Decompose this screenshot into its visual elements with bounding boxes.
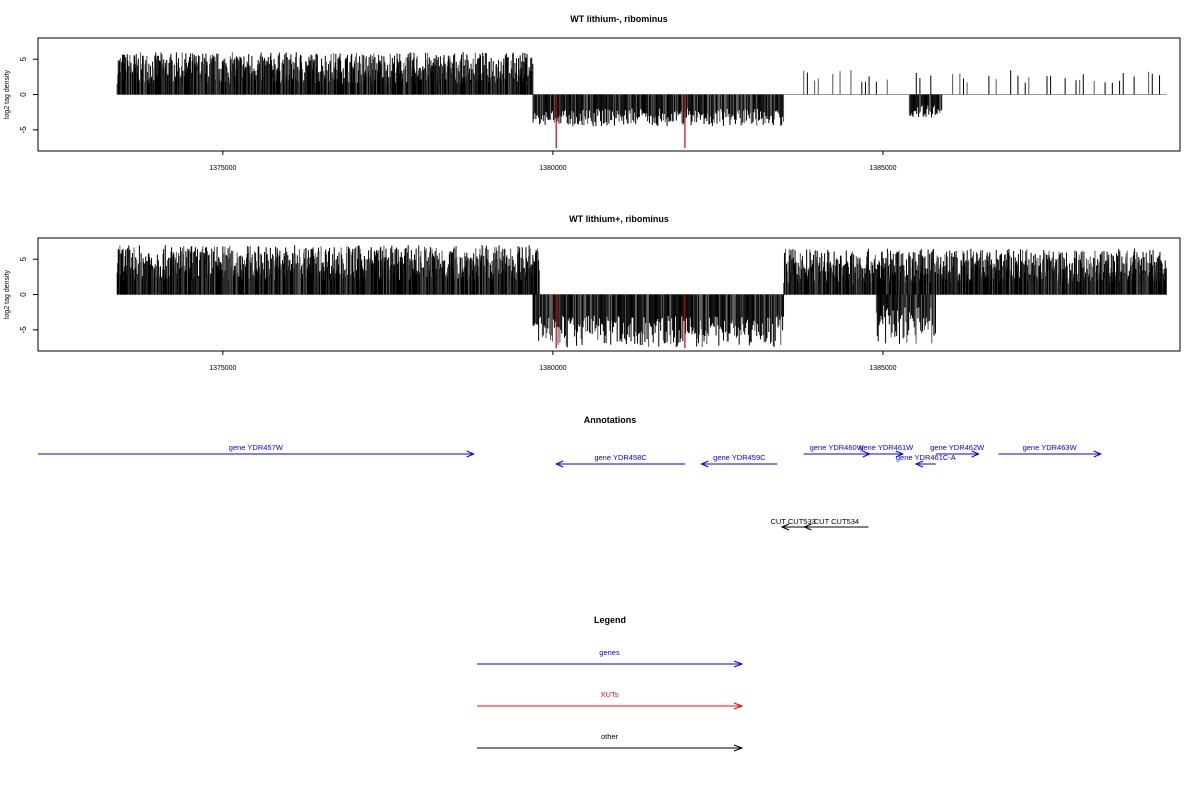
legend-arrow-head: [733, 702, 744, 710]
x-axis: 1375000 1380000 1385000: [209, 351, 897, 372]
x-tick-label: 1385000: [869, 365, 896, 372]
cut-arrow: CUT CUT534: [803, 517, 869, 531]
legend-item: XUTs: [477, 690, 744, 710]
arrow-head: [971, 450, 980, 458]
legend-title: Legend: [594, 615, 626, 625]
annotations-panel: Annotations gene YDR457W gene YDR458C gene…: [38, 415, 1103, 531]
arrow-head: [914, 460, 924, 468]
legend-label: genes: [599, 648, 620, 657]
legend-arrow-head: [733, 660, 744, 668]
gene-label: gene YDR460W: [810, 443, 865, 452]
gene-arrow: gene YDR459C: [700, 453, 778, 468]
gene-arrow: gene YDR457W: [38, 443, 475, 458]
x-tick-label: 1375000: [209, 165, 236, 172]
arrow-head: [554, 460, 564, 468]
arrow-head: [803, 523, 812, 531]
y-axis-label: log2 tag density: [4, 269, 11, 319]
bar-series: [116, 52, 1161, 127]
track-panel-lithium-plus: WT lithium+, ribominus -5 0 5 log2 tag densi…: [4, 214, 1181, 372]
chart-title: WT lithium-, ribominus: [570, 14, 668, 24]
gene-arrow: gene YDR463W: [998, 443, 1103, 458]
arrow-head: [700, 460, 709, 468]
gene-label: gene YDR458C: [594, 453, 647, 462]
arrow-head: [466, 450, 475, 458]
gene-label: gene YDR461C-A: [896, 453, 956, 462]
y-tick-label: 5: [19, 256, 28, 261]
cut-label: CUT CUT533: [771, 517, 816, 526]
y-axis-label: log2 tag density: [4, 69, 11, 119]
bar-series: [116, 245, 1167, 348]
x-tick-label: 1385000: [869, 165, 896, 172]
arrow-head: [895, 450, 905, 458]
gene-label: gene YDR461W: [859, 443, 914, 452]
arrow-head: [780, 523, 790, 531]
cut-label: CUT CUT534: [814, 517, 859, 526]
y-tick-label: 5: [19, 56, 28, 61]
gene-arrow: gene YDR461C-A: [896, 453, 956, 468]
gene-label: gene YDR462W: [930, 443, 985, 452]
legend-arrow-head: [733, 744, 744, 752]
legend-label: other: [601, 732, 619, 741]
y-axis: -5 0 5: [19, 256, 39, 334]
y-tick-label: 0: [19, 92, 28, 97]
arrow-head: [1093, 450, 1103, 458]
gene-arrow: gene YDR462W: [930, 443, 985, 458]
y-tick-label: -5: [19, 126, 28, 134]
annotations-title: Annotations: [584, 415, 637, 425]
gene-arrow: gene YDR458C: [554, 453, 685, 468]
x-axis: 1375000 1380000 1385000: [209, 151, 897, 172]
x-tick-label: 1380000: [539, 165, 566, 172]
legend-label: XUTs: [601, 690, 619, 699]
gene-label: gene YDR463W: [1023, 443, 1078, 452]
gene-label: gene YDR457W: [229, 443, 284, 452]
legend-panel: Legend genes XUTs other: [477, 615, 744, 752]
y-axis: -5 0 5: [19, 56, 39, 134]
y-tick-label: 0: [19, 292, 28, 297]
legend-item: other: [477, 732, 744, 752]
cut-arrow: CUT CUT533: [771, 517, 816, 531]
x-tick-label: 1375000: [209, 365, 236, 372]
chart-title: WT lithium+, ribominus: [569, 214, 669, 224]
track-panel-lithium-minus: WT lithium-, ribominus -5 0 5 log2 tag densi…: [4, 14, 1181, 172]
gene-label: gene YDR459C: [713, 453, 766, 462]
gene-arrow: gene YDR461W: [859, 443, 914, 458]
x-tick-label: 1380000: [539, 365, 566, 372]
y-tick-label: -5: [19, 326, 28, 334]
legend-item: genes: [477, 648, 744, 668]
